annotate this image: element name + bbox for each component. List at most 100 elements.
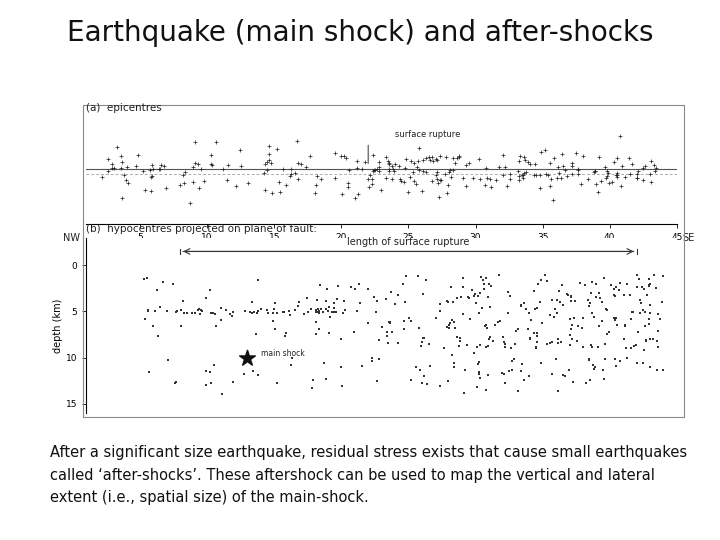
Point [566,292,577,300]
Point [582,295,593,304]
Point [483,335,495,343]
Point [188,178,199,186]
Point [142,274,153,282]
Point [638,345,649,354]
Point [318,307,329,316]
Point [474,154,485,163]
Point [210,322,222,330]
Point [420,167,431,176]
Point [320,297,331,306]
Point [251,309,262,318]
Point [644,280,655,289]
Point [167,280,179,288]
Point [364,171,375,179]
Point [448,362,459,371]
Point [567,377,579,386]
Point [572,165,584,174]
Point [587,343,598,352]
Point [338,308,349,317]
Point [513,156,525,165]
Point [531,332,543,340]
Point [329,148,341,157]
Point [292,159,304,167]
Point [171,306,183,315]
Point [271,379,283,388]
Point [349,285,361,294]
Point [626,159,638,168]
Point [306,383,318,392]
Point [652,309,663,318]
Point [593,322,605,330]
Point [289,306,301,315]
Point [639,322,650,330]
Point [451,333,463,341]
Point [474,341,486,349]
Point [589,166,600,175]
Point [106,159,117,168]
Point [545,174,557,183]
Point [279,332,290,340]
Point [418,156,429,164]
Point [583,301,595,310]
Point [601,166,613,175]
Point [439,170,451,179]
Point [570,297,581,306]
Point [552,386,564,395]
Point [336,335,347,343]
Point [552,339,564,348]
Point [332,281,343,290]
Point [526,316,537,325]
Point [552,163,564,171]
Point [264,150,275,158]
Text: NW: NW [63,233,81,242]
Point [416,338,428,347]
Point [498,171,509,179]
Point [641,336,652,345]
Point [435,381,446,390]
Point [411,163,423,172]
Point [263,156,274,164]
Point [444,319,456,328]
Point [271,308,282,317]
Point [474,289,486,298]
Point [483,280,495,288]
Point [482,371,494,380]
Point [262,309,274,318]
Point [567,158,578,167]
Point [310,329,322,338]
Point [160,184,171,192]
Point [643,281,654,290]
Point [597,298,608,306]
Point [145,187,156,195]
Point [405,376,416,384]
Point [624,291,636,300]
Point [430,155,441,164]
Point [534,170,546,179]
Point [215,303,227,312]
Point [593,187,604,196]
Point [309,189,320,198]
Point [544,339,556,347]
Point [392,291,403,299]
Point [311,308,323,316]
Point [402,187,414,196]
Point [366,151,378,159]
Point [205,309,217,318]
Point [466,285,477,294]
Point [451,294,463,302]
Point [561,172,572,181]
Point [497,151,508,159]
Point [312,295,323,304]
Point [418,334,429,343]
Point [608,291,620,299]
Point [523,324,534,333]
Point [354,279,365,288]
Point [477,276,489,285]
Point [654,315,665,323]
Point [621,280,632,288]
Point [139,315,150,323]
Point [370,166,382,174]
Text: (b)  hypocentres projected on plane of fault:: (b) hypocentres projected on plane of fa… [86,224,318,234]
Point [625,314,636,323]
Point [627,308,639,317]
